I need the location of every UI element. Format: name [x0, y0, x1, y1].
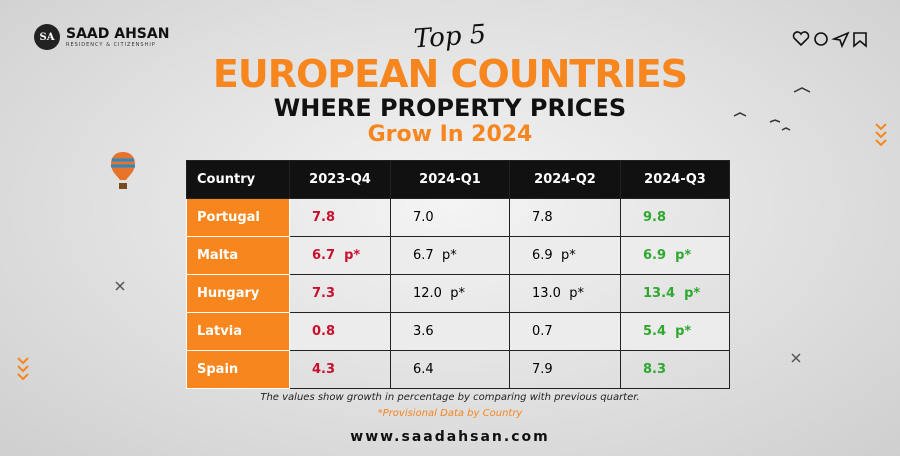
table-row: Spain 4.3 6.4 7.9 8.3 — [186, 350, 730, 389]
social-icons — [792, 31, 867, 48]
chevrons-left — [17, 357, 29, 381]
value-cell: 8.3 — [620, 350, 730, 389]
balloon — [111, 152, 135, 189]
country-cell: Spain — [186, 350, 290, 389]
column-header: 2024-Q2 — [509, 160, 621, 199]
table-row: Portugal 7.8 7.0 7.8 9.8 — [186, 198, 730, 237]
value-cell: 6.9 p* — [509, 236, 621, 275]
logo: SA — [34, 24, 60, 50]
cross-mark — [115, 281, 125, 291]
brand-name: SAAD AHSAN — [66, 25, 170, 42]
like-icon[interactable] — [792, 31, 810, 47]
data-table: Country 2023-Q4 2024-Q1 2024-Q2 2024-Q3 Portu… — [186, 160, 730, 389]
country-cell: Portugal — [186, 198, 290, 237]
value-cell: 9.8 — [620, 198, 730, 237]
value-cell: 3.6 — [390, 312, 510, 351]
value-cell: 0.8 — [289, 312, 391, 351]
value-cell: 6.7 p* — [390, 236, 510, 275]
brand: SA SAAD AHSAN RESIDENCY & CITIZENSHIP — [34, 24, 169, 50]
script-heading: Top 5 — [412, 19, 488, 55]
value-cell: 7.9 — [509, 350, 621, 389]
header-row: Country 2023-Q4 2024-Q1 2024-Q2 2024-Q3 — [186, 160, 730, 199]
save-icon[interactable] — [853, 32, 867, 48]
table-body: Portugal 7.8 7.0 7.8 9.8 Malta 6.7 p* 6.7 p* 6.9… — [186, 198, 730, 389]
column-header: 2023-Q4 — [289, 160, 391, 199]
value-cell: 7.8 — [289, 198, 391, 237]
title: EUROPEAN COUNTRIES — [212, 52, 688, 96]
table-row: Latvia 0.8 3.6 0.7 5.4 p* — [186, 312, 730, 351]
value-cell: 12.0 p* — [390, 274, 510, 313]
website[interactable]: www.saadahsan.com — [350, 429, 550, 445]
value-cell: 7.3 — [289, 274, 391, 313]
value-cell: 6.9 p* — [620, 236, 730, 275]
column-header: 2024-Q3 — [620, 160, 730, 199]
provisional-note: *Provisional Data by Country — [377, 408, 523, 419]
value-cell: 6.7 p* — [289, 236, 391, 275]
chevrons-right — [875, 123, 887, 147]
subtitle: WHERE PROPERTY PRICES — [273, 94, 627, 122]
value-cell: 5.4 p* — [620, 312, 730, 351]
country-cell: Malta — [186, 236, 290, 275]
table-row: Malta 6.7 p* 6.7 p* 6.9 p* 6.9 p* — [186, 236, 730, 275]
value-cell: 7.8 — [509, 198, 621, 237]
share-icon[interactable] — [831, 31, 850, 48]
country-cell: Hungary — [186, 274, 290, 313]
value-cell: 0.7 — [509, 312, 621, 351]
value-cell: 6.4 — [390, 350, 510, 389]
brand-tagline: RESIDENCY & CITIZENSHIP — [66, 41, 156, 48]
country-cell: Latvia — [186, 312, 290, 351]
highlight: Grow In 2024 — [367, 122, 533, 147]
column-header: 2024-Q1 — [390, 160, 510, 199]
comment-icon[interactable] — [814, 32, 828, 46]
value-cell: 4.3 — [289, 350, 391, 389]
column-header: Country — [186, 160, 290, 199]
table-row: Hungary 7.3 12.0 p* 13.0 p* 13.4 p* — [186, 274, 730, 313]
value-cell: 13.4 p* — [620, 274, 730, 313]
note: The values show growth in percentage by … — [260, 392, 640, 403]
value-cell: 7.0 — [390, 198, 510, 237]
value-cell: 13.0 p* — [509, 274, 621, 313]
birds — [733, 87, 811, 131]
cross-mark — [791, 353, 801, 363]
